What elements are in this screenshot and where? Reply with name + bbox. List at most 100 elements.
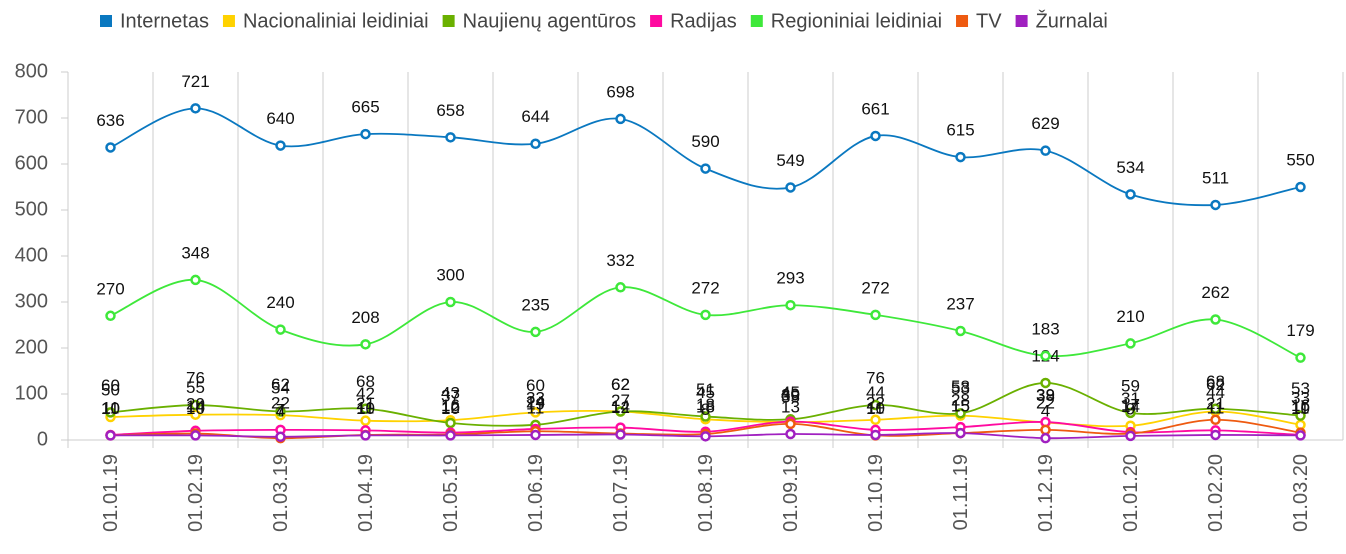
data-label: 62 [611, 375, 630, 394]
y-tick-label: 800 [15, 60, 48, 82]
data-label: 31 [1121, 389, 1140, 408]
data-label: 40 [781, 385, 800, 404]
legend-swatch [442, 15, 455, 27]
point [1040, 432, 1051, 444]
point [785, 418, 796, 430]
data-label: 10 [101, 399, 120, 418]
point [955, 151, 966, 163]
legend-label: Radijas [670, 10, 737, 32]
data-label: 658 [436, 101, 464, 120]
point [1295, 410, 1306, 421]
x-tick-label: 01.09.19 [780, 454, 802, 532]
data-label: 550 [1286, 150, 1314, 169]
data-label: 10 [356, 399, 375, 418]
point [530, 138, 541, 150]
x-tick-label: 01.03.19 [270, 454, 292, 532]
point [1210, 199, 1221, 211]
data-label: 58 [951, 377, 970, 396]
data-label: 68 [1206, 372, 1225, 391]
y-tick-label: 100 [15, 382, 48, 404]
point [190, 103, 201, 114]
data-label: 42 [356, 384, 375, 403]
point [445, 132, 456, 143]
point [785, 428, 796, 440]
data-label: 629 [1031, 114, 1059, 133]
data-label: 35 [781, 387, 800, 406]
data-label: 33 [526, 388, 545, 407]
data-label: 43 [441, 384, 460, 403]
point [615, 429, 626, 440]
point [870, 309, 881, 321]
data-label: 293 [776, 269, 804, 288]
x-tick-label: 01.12.19 [1035, 454, 1057, 532]
data-label: 4 [276, 402, 285, 421]
point [785, 182, 796, 193]
data-label: 53 [951, 379, 970, 398]
x-tick-label: 01.03.20 [1290, 454, 1312, 532]
data-label: 12 [611, 398, 630, 417]
point [870, 414, 881, 426]
point [530, 407, 541, 418]
point [1125, 430, 1136, 442]
data-label: 39 [1036, 386, 1055, 405]
data-label: 332 [606, 251, 634, 270]
data-label: 12 [441, 398, 460, 417]
x-tick-label: 01.10.19 [865, 454, 887, 532]
data-label: 237 [946, 294, 974, 313]
y-tick-label: 300 [15, 290, 48, 312]
x-tick-label: 01.01.19 [100, 454, 122, 532]
point [275, 140, 286, 151]
point [105, 430, 116, 441]
data-label: 15 [951, 397, 970, 416]
point [190, 399, 201, 411]
point [1295, 430, 1306, 441]
data-label: 179 [1286, 321, 1314, 340]
data-label: 272 [861, 278, 889, 297]
point [275, 324, 286, 335]
point [785, 299, 796, 311]
data-label: 22 [866, 393, 885, 412]
series-line [110, 279, 1301, 359]
point [1125, 189, 1136, 200]
point [360, 128, 371, 140]
point [870, 399, 881, 411]
y-tick-label: 0 [37, 428, 48, 450]
x-tick-label: 01.08.19 [695, 454, 717, 532]
point [700, 163, 711, 174]
legend-swatch [100, 15, 112, 27]
data-label: 59 [1121, 376, 1140, 395]
data-label: 11 [357, 398, 375, 417]
data-label: 19 [526, 395, 545, 414]
point [360, 430, 371, 441]
data-label: 590 [691, 132, 719, 151]
data-label: 300 [436, 265, 464, 284]
point [955, 408, 966, 419]
point [1125, 407, 1136, 419]
point [870, 130, 881, 142]
point [445, 430, 456, 441]
point [1040, 350, 1051, 362]
point [1210, 403, 1221, 414]
data-label: 208 [351, 308, 379, 327]
data-label: 665 [351, 98, 379, 117]
data-label: 18 [696, 395, 715, 414]
x-tick-label: 01.04.19 [355, 454, 377, 532]
data-label: 10 [1291, 399, 1310, 418]
data-label: 272 [691, 278, 719, 297]
data-label: 10 [866, 399, 885, 418]
point [190, 430, 201, 441]
data-label: 640 [266, 109, 294, 128]
point [445, 296, 456, 308]
point [700, 309, 711, 321]
data-label: 33 [1291, 388, 1310, 407]
data-label: 14 [186, 397, 205, 416]
data-label: 51 [696, 380, 715, 399]
data-label: 698 [606, 82, 634, 101]
legend-swatch [956, 15, 969, 27]
legend-label: Naujienų agentūros [463, 10, 636, 32]
data-label: 17 [1121, 396, 1140, 415]
point [700, 411, 711, 422]
data-label: 62 [611, 375, 630, 394]
y-tick-label: 600 [15, 152, 48, 174]
